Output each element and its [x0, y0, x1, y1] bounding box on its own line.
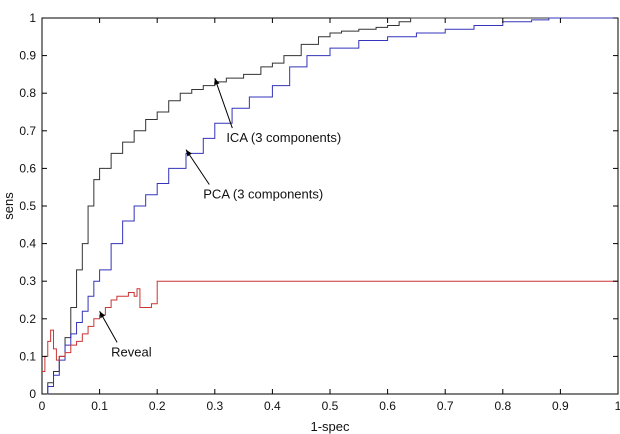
series-line-pca	[42, 17, 618, 395]
y-tick-label: 0.6	[19, 161, 36, 175]
x-axis: 0 0.1 0.2 0.3 0.4 0.5 0.6 0.7 0.8 0.9 1	[39, 18, 620, 413]
y-tick-label: 0	[29, 387, 36, 401]
x-tick-label: 0.5	[322, 399, 339, 413]
x-axis-label: 1-spec	[310, 419, 350, 434]
y-tick-label: 0.5	[19, 199, 36, 213]
annotation-label-ica: ICA (3 components)	[226, 130, 341, 145]
y-tick-label: 0.8	[19, 86, 36, 100]
y-tick-label: 0.7	[19, 124, 36, 138]
annotation-layer: ICA (3 components) PCA (3 components) Reve…	[99, 77, 341, 359]
series-layer	[42, 17, 618, 395]
y-tick-label: 0.4	[19, 237, 36, 251]
x-tick-label: 0.1	[91, 399, 108, 413]
y-axis: 0 0.1 0.2 0.3 0.4 0.5 0.6 0.7 0.8 0.9 1	[19, 11, 618, 401]
y-tick-label: 0.2	[19, 312, 36, 326]
x-tick-label: 0.9	[552, 399, 569, 413]
x-tick-label: 0.3	[206, 399, 223, 413]
x-tick-label: 0.2	[149, 399, 166, 413]
x-tick-label: 0.7	[437, 399, 454, 413]
annotation-arrowhead-pca	[186, 149, 192, 157]
x-tick-label: 0.4	[264, 399, 281, 413]
x-tick-label: 0.8	[494, 399, 511, 413]
x-tick-label: 0.6	[379, 399, 396, 413]
annotation-label-reveal: Reveal	[111, 344, 152, 359]
x-tick-label: 1	[615, 399, 620, 413]
annotation-arrow-pca	[185, 149, 210, 185]
annotation-arrowhead-reveal	[99, 311, 106, 319]
y-axis-label: sens	[1, 192, 16, 220]
annotation-arrowhead-ica	[214, 78, 220, 86]
x-tick-label: 0	[39, 399, 46, 413]
plot-area	[41, 17, 619, 395]
annotation-arrow-ica	[214, 77, 233, 129]
y-tick-label: 0.3	[19, 274, 36, 288]
series-line-reveal	[42, 280, 618, 372]
y-tick-label: 0.1	[19, 349, 36, 363]
annotation-label-pca: PCA (3 components)	[203, 186, 323, 201]
y-tick-label: 0.9	[19, 49, 36, 63]
y-tick-label: 1	[29, 11, 36, 25]
series-line-ica	[42, 17, 618, 395]
